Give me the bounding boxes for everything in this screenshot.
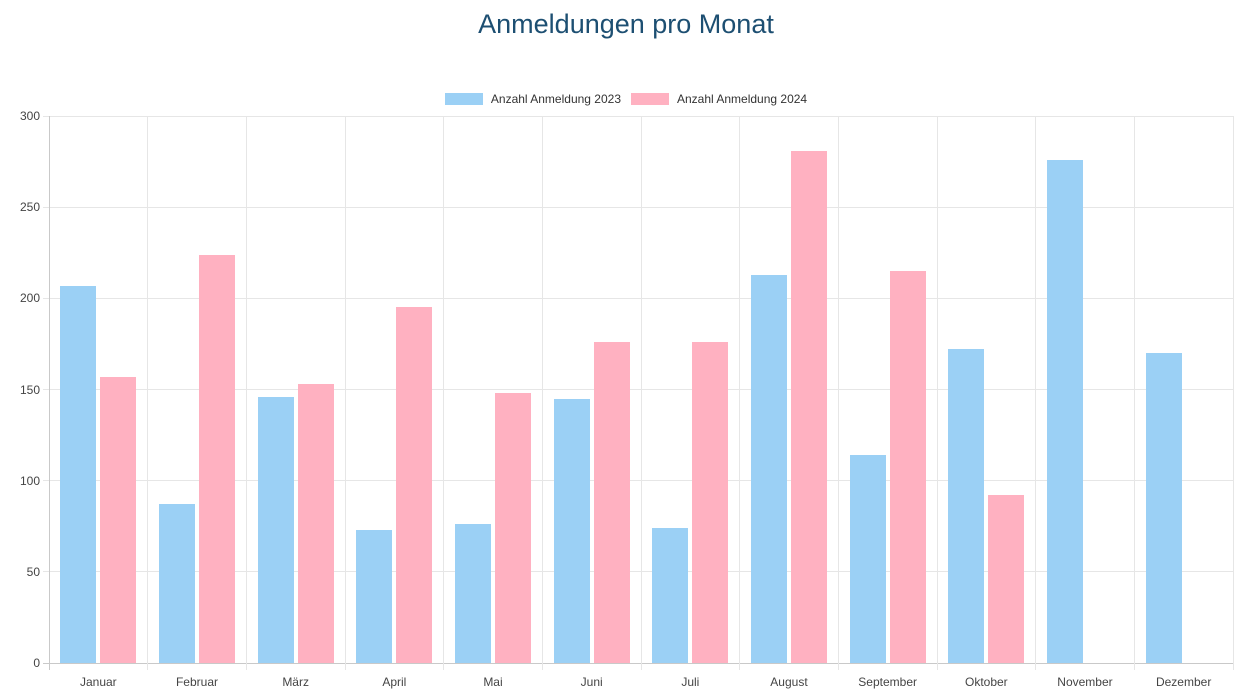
x-axis-label: Oktober: [964, 675, 1008, 689]
bar-2024-september: [889, 270, 926, 663]
bar-2023-juni: [553, 398, 590, 663]
x-axis-label: April: [382, 675, 407, 689]
bar-2023-april: [356, 529, 393, 663]
x-axis-label: November: [1057, 675, 1113, 689]
y-tick-label: 200: [19, 291, 40, 306]
x-axis-label: Mai: [483, 675, 503, 689]
bar-2024-juni: [593, 342, 630, 663]
bar-2024-januar: [100, 376, 137, 663]
y-tick-label: 0: [33, 656, 40, 670]
gridline-y-200: [43, 297, 1233, 299]
bar-2024-august: [791, 150, 827, 663]
gridline-x-1: [147, 116, 149, 670]
gridline-y-100: [43, 480, 1233, 482]
gridline-y-0: [43, 662, 1233, 664]
x-axis-label: September: [858, 675, 917, 689]
bar-2023-januar: [60, 285, 97, 663]
bar-2023-september: [849, 455, 886, 663]
bar-2023-dezember: [1145, 353, 1182, 663]
legend-swatch-2023: [444, 93, 483, 105]
gridline-x-2: [245, 116, 247, 670]
gridline-x-0: [48, 116, 50, 670]
gridline-x-9: [936, 116, 938, 670]
bar-2024-februar: [199, 254, 235, 663]
x-axis-label: Juni: [580, 675, 603, 689]
bar-2023-august: [751, 274, 787, 663]
gridline-y-50: [43, 571, 1233, 573]
gridline-x-4: [443, 116, 445, 670]
x-axis-label: August: [770, 675, 808, 689]
bar-2023-juli: [652, 528, 689, 663]
gridline-y-300: [43, 115, 1233, 117]
bar-2023-februar: [159, 504, 195, 663]
bar-2023-märz: [257, 396, 294, 663]
bar-2023-oktober: [948, 349, 985, 663]
gridline-x-7: [739, 116, 741, 670]
gridline-x-10: [1035, 116, 1037, 670]
bar-2024-oktober: [988, 495, 1025, 663]
y-tick-label: 50: [26, 564, 40, 579]
bar-2023-november: [1047, 159, 1083, 663]
x-axis-label: Februar: [175, 675, 218, 689]
gridline-y-150: [43, 389, 1233, 390]
gridline-x-11: [1133, 116, 1135, 670]
x-axis-label: Juli: [681, 675, 700, 689]
chart-title: Anmeldungen pro Monat: [478, 9, 774, 39]
legend-label-2024: Anzahl Anmeldung 2024: [677, 92, 808, 106]
x-axis-label: März: [282, 675, 309, 689]
legend-swatch-2024: [631, 93, 669, 105]
bar-2024-april: [396, 307, 433, 663]
gridline-x-3: [344, 116, 346, 670]
bar-2024-juli: [692, 342, 729, 663]
gridline-x-5: [541, 116, 543, 670]
plot-area: 0 50 100 150 200 250 300 Januar Februar März April…: [20, 109, 1234, 689]
x-axis-label: Dezember: [1155, 675, 1212, 689]
gridline-x-12: [1232, 116, 1234, 670]
y-tick-label: 250: [19, 200, 40, 215]
bar-2024-märz: [297, 384, 334, 663]
y-tick-label: 150: [19, 382, 40, 397]
gridline-x-8: [837, 116, 839, 670]
y-tick-label: 100: [19, 473, 40, 488]
chart-legend: Anzahl Anmeldung 2023 Anzahl Anmeldung 2…: [0, 92, 1252, 106]
y-tick-label: 300: [19, 109, 40, 123]
gridline-x-6: [640, 116, 642, 670]
bar-2024-mai: [495, 393, 531, 663]
legend-item-2023[interactable]: Anzahl Anmeldung 2023: [444, 92, 621, 106]
legend-item-2024[interactable]: Anzahl Anmeldung 2024: [631, 92, 807, 106]
x-axis-label: Januar: [79, 675, 117, 689]
bar-2023-mai: [455, 524, 491, 663]
gridline-y-250: [43, 206, 1233, 208]
legend-label-2023: Anzahl Anmeldung 2023: [490, 92, 621, 106]
